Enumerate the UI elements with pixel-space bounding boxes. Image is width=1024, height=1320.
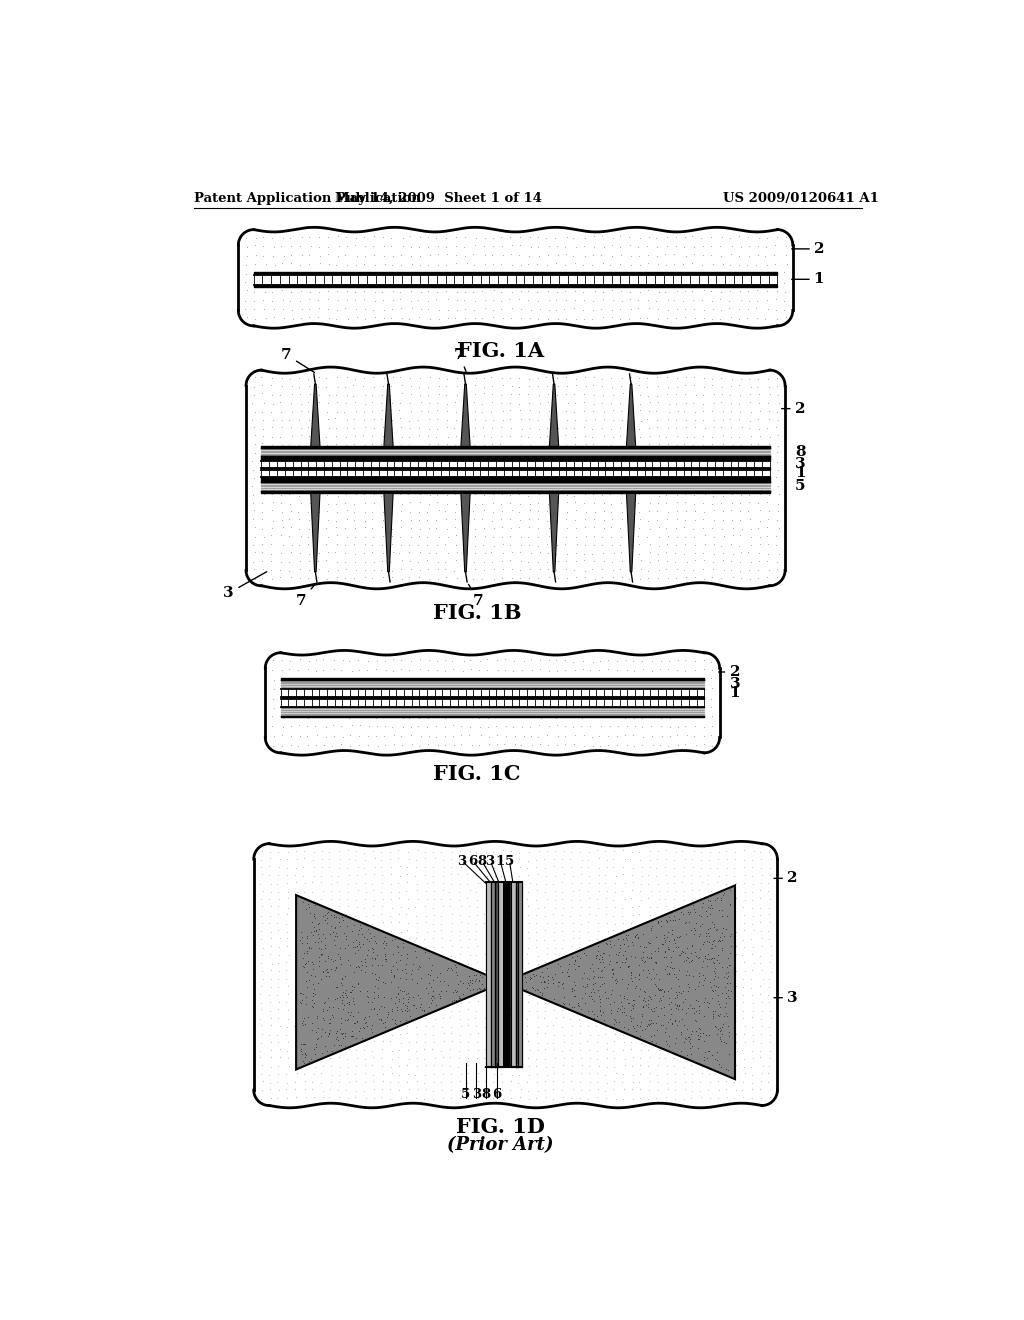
Text: (Prior Art): (Prior Art): [446, 1137, 553, 1155]
Text: 8: 8: [481, 1088, 490, 1101]
Text: 8: 8: [477, 855, 486, 869]
Polygon shape: [550, 494, 559, 572]
Text: 2: 2: [795, 401, 806, 416]
Text: 1: 1: [813, 272, 824, 286]
Text: 7: 7: [281, 347, 314, 372]
Text: 1: 1: [795, 466, 806, 479]
Polygon shape: [461, 384, 470, 446]
Text: 3: 3: [457, 855, 466, 869]
Text: 8: 8: [795, 445, 806, 459]
Text: 3: 3: [472, 1088, 481, 1101]
Text: 5: 5: [461, 1088, 470, 1101]
Text: 7: 7: [469, 585, 483, 609]
Text: 2: 2: [730, 665, 740, 678]
Text: FIG. 1A: FIG. 1A: [457, 341, 544, 360]
Text: 1: 1: [730, 686, 740, 700]
Polygon shape: [296, 886, 735, 1080]
Polygon shape: [310, 384, 319, 446]
Text: 5: 5: [505, 855, 514, 869]
Text: 7: 7: [454, 347, 466, 371]
Polygon shape: [310, 494, 319, 572]
Text: 7: 7: [296, 583, 315, 609]
Text: 3: 3: [730, 677, 740, 692]
Text: May 14, 2009  Sheet 1 of 14: May 14, 2009 Sheet 1 of 14: [335, 191, 542, 205]
Text: 2: 2: [813, 242, 824, 256]
Text: FIG. 1D: FIG. 1D: [456, 1117, 545, 1137]
Text: 1: 1: [496, 855, 505, 869]
Text: 2: 2: [787, 871, 798, 886]
Text: 3: 3: [795, 458, 806, 471]
Text: US 2009/0120641 A1: US 2009/0120641 A1: [723, 191, 879, 205]
Text: 5: 5: [795, 479, 806, 494]
Polygon shape: [384, 494, 393, 572]
Polygon shape: [550, 384, 559, 446]
Text: FIG. 1C: FIG. 1C: [433, 764, 521, 784]
Polygon shape: [384, 384, 393, 446]
Text: 3: 3: [787, 991, 798, 1005]
Text: 6: 6: [493, 1088, 502, 1101]
Polygon shape: [627, 384, 636, 446]
Text: 3: 3: [223, 572, 266, 601]
Text: FIG. 1B: FIG. 1B: [433, 603, 521, 623]
Text: 6: 6: [468, 855, 477, 869]
Polygon shape: [627, 494, 636, 572]
Polygon shape: [461, 494, 470, 572]
Text: 3: 3: [485, 855, 495, 869]
Text: Patent Application Publication: Patent Application Publication: [194, 191, 421, 205]
